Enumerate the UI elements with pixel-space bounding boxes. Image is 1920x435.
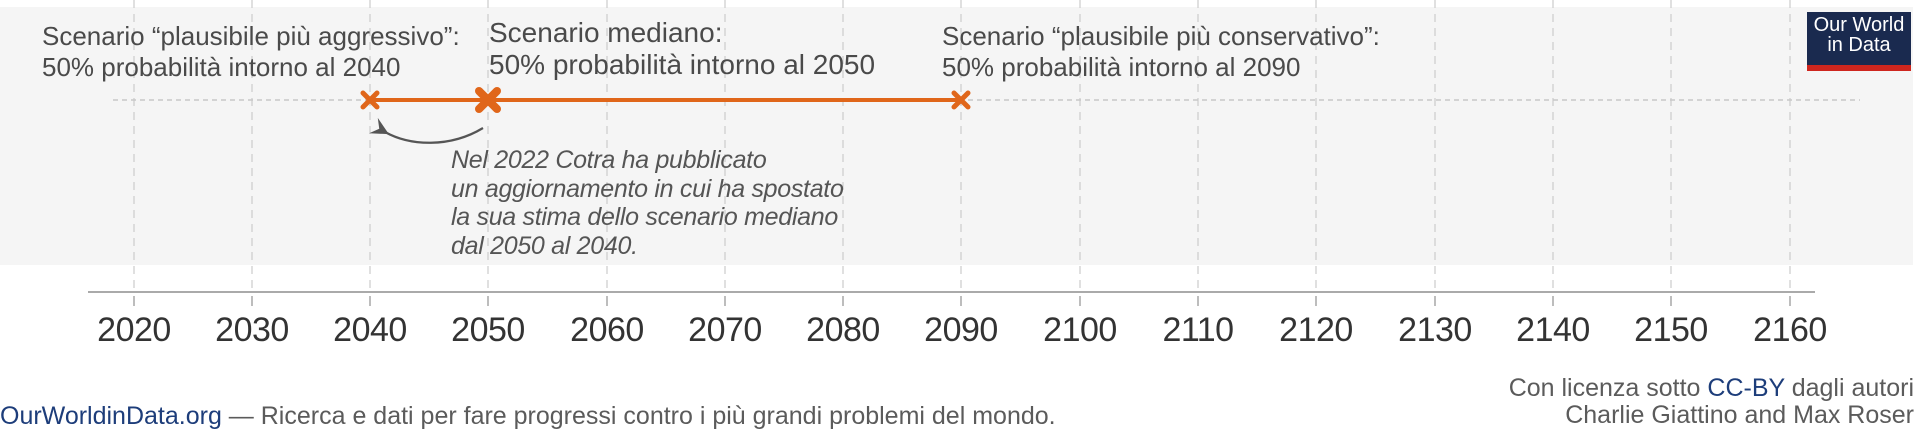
logo-line1: Our World: [1813, 14, 1905, 36]
label-conservative-scenario: Scenario “plausibile più conservativo”: …: [942, 21, 1380, 83]
footer-tagline: — Ricerca e dati per fare progressi cont…: [221, 402, 1056, 430]
x-tick-label: 2080: [806, 311, 880, 349]
owid-site-link[interactable]: OurWorldinData.org: [0, 402, 222, 430]
note-line2: un aggiornamento in cui ha spostato: [451, 174, 844, 203]
x-tick-label: 2110: [1162, 311, 1234, 349]
label-median-line2: 50% probabilità intorno al 2050: [489, 49, 876, 80]
note-line1: Nel 2022 Cotra ha pubblicato: [451, 146, 767, 174]
footer-source: OurWorldinData.org — Ricerca e dati per …: [0, 402, 1056, 431]
label-aggressive-line1: Scenario “plausibile più aggressivo”:: [42, 21, 460, 51]
x-tick-label: 2140: [1516, 311, 1590, 349]
license-line: Con licenza sotto CC-BY dagli autori: [1509, 375, 1914, 402]
vertical-gridlines: [133, 0, 1791, 290]
license-suffix: dagli autori: [1784, 374, 1914, 402]
x-tick-label: 2090: [924, 311, 998, 349]
label-median-scenario: Scenario mediano: 50% probabilità intorn…: [489, 17, 875, 81]
label-conservative-line2: 50% probabilità intorno al 2090: [942, 52, 1301, 82]
note-line4: dal 2050 al 2040.: [451, 231, 638, 260]
x-tick-label: 2020: [97, 311, 171, 349]
x-tick-label: 2070: [688, 311, 762, 349]
x-tick-label: 2100: [1043, 311, 1117, 349]
authors-line: Charlie Giattino and Max Roser: [1565, 401, 1914, 429]
label-aggressive-line2: 50% probabilità intorno al 2040: [42, 52, 401, 82]
annotation-note: Nel 2022 Cotra ha pubblicato un aggiorna…: [451, 146, 844, 260]
x-tick-label: 2120: [1279, 311, 1353, 349]
marker-2090: [951, 90, 971, 110]
x-tick-label: 2050: [451, 311, 525, 349]
x-tick-label: 2040: [333, 311, 407, 349]
cc-by-link[interactable]: CC-BY: [1707, 374, 1785, 402]
license-prefix: Con licenza sotto: [1508, 374, 1708, 402]
x-tick-label: 2150: [1634, 311, 1708, 349]
note-line3: la sua stima dello scenario mediano: [451, 203, 838, 231]
marker-2050: [475, 87, 501, 113]
footer-license: Con licenza sotto CC-BY dagli autori Cha…: [1509, 375, 1914, 429]
chart-background-panel: [0, 7, 1913, 265]
x-axis-ticks: [133, 296, 1791, 306]
shift-arrow: [369, 117, 484, 144]
owid-logo[interactable]: Our World in Data: [1807, 12, 1911, 71]
marker-2040: [360, 90, 380, 110]
label-aggressive-scenario: Scenario “plausibile più aggressivo”: 50…: [42, 21, 460, 83]
x-tick-label: 2160: [1753, 311, 1827, 349]
logo-line2: in Data: [1827, 34, 1891, 56]
x-tick-label: 2030: [215, 311, 289, 349]
x-tick-label: 2060: [570, 311, 644, 349]
logo-red-bar: [1807, 65, 1911, 71]
x-tick-label: 2130: [1398, 311, 1472, 349]
label-conservative-line1: Scenario “plausibile più conservativo”:: [942, 21, 1380, 51]
label-median-line1: Scenario mediano:: [489, 17, 723, 48]
